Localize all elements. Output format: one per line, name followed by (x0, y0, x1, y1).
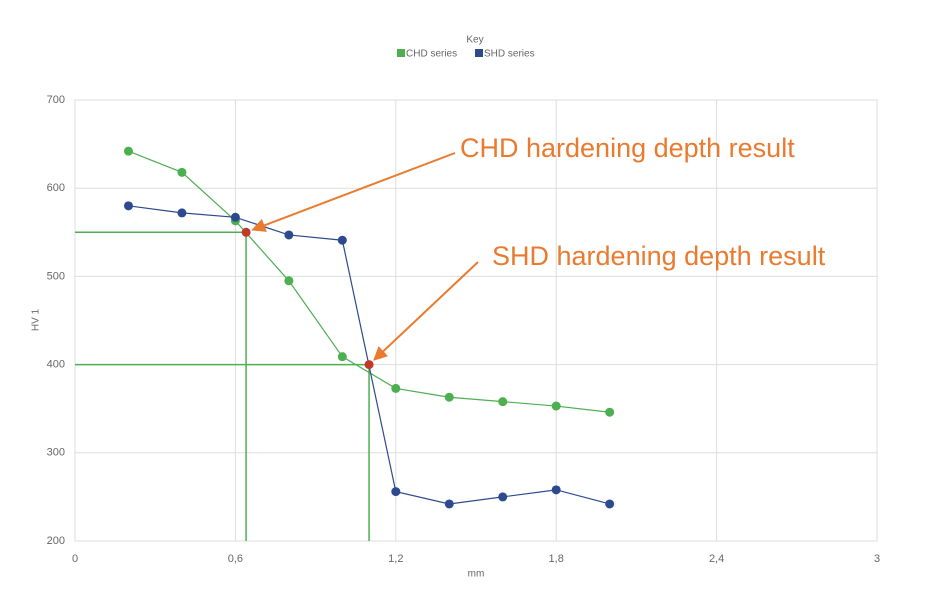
legend-swatch (397, 49, 405, 57)
data-point (498, 492, 508, 502)
data-point (284, 230, 294, 240)
legend-label: SHD series (484, 49, 535, 60)
data-point (391, 487, 401, 497)
x-tick-label: 3 (874, 553, 880, 565)
series-line (128, 150, 610, 413)
annotation-arrow (373, 261, 479, 361)
y-tick-label: 500 (47, 270, 65, 282)
data-point (284, 276, 294, 286)
x-tick-label: 0,6 (228, 553, 243, 565)
x-tick-label: 1,2 (388, 553, 403, 565)
legend-label: CHD series (406, 49, 457, 60)
x-axis-label: mm (468, 569, 485, 580)
data-point (177, 167, 187, 177)
data-point (177, 208, 187, 218)
data-point (337, 352, 347, 362)
data-point (444, 499, 454, 509)
y-tick-label: 200 (47, 535, 65, 547)
data-point (391, 383, 401, 393)
legend-title: Key (466, 35, 483, 46)
data-point (551, 401, 561, 411)
data-point (230, 212, 240, 222)
y-tick-label: 400 (47, 359, 65, 371)
data-point (605, 499, 615, 509)
annotation-arrow (251, 152, 456, 232)
y-tick-label: 600 (47, 182, 65, 194)
data-point (123, 146, 133, 156)
x-tick-label: 1,8 (549, 553, 564, 565)
legend-swatch (475, 49, 483, 57)
data-point (444, 392, 454, 402)
y-axis-label: HV 1 (31, 308, 42, 331)
annotation-text: SHD hardening depth result (492, 241, 826, 271)
data-point (123, 201, 133, 211)
result-point (364, 360, 374, 370)
result-point (241, 227, 251, 237)
x-tick-label: 2,4 (709, 553, 724, 565)
x-tick-label: 0 (72, 553, 78, 565)
data-point (551, 485, 561, 495)
y-tick-label: 700 (47, 94, 65, 106)
plot-frame (74, 99, 878, 542)
data-point (337, 235, 347, 245)
data-point (498, 397, 508, 407)
y-tick-label: 300 (47, 447, 65, 459)
annotation-text: CHD hardening depth result (460, 133, 795, 163)
data-point (605, 407, 615, 417)
